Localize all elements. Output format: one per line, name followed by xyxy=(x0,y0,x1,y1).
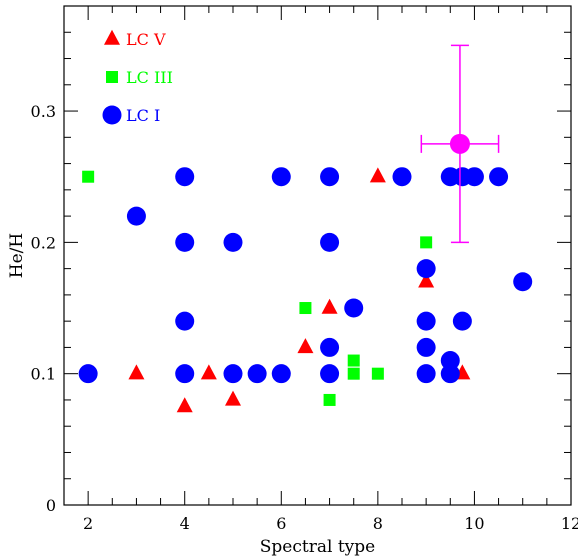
data-point-lc-iii xyxy=(371,367,384,380)
legend-label-lc-iii: LC III xyxy=(126,68,173,87)
data-point-lc-i xyxy=(175,311,195,331)
data-point-lc-v xyxy=(176,397,193,413)
x-tick-label: 10 xyxy=(464,514,484,533)
data-point-lc-iii xyxy=(420,236,433,249)
plot-frame xyxy=(63,5,572,506)
data-point-lc-iii xyxy=(82,170,95,183)
data-point-lc-i xyxy=(223,364,243,384)
y-axis-label: He/H xyxy=(7,233,27,278)
data-point-lc-i xyxy=(464,167,484,187)
data-point-lc-iii xyxy=(347,367,360,380)
x-tick-label: 12 xyxy=(561,514,578,533)
x-tick-label: 8 xyxy=(373,514,383,533)
data-point-lc-i xyxy=(452,311,472,331)
data-point-lc-i xyxy=(416,364,436,384)
data-point-lc-i xyxy=(223,232,243,252)
data-point-lc-i xyxy=(271,364,291,384)
legend-marker-lc-v xyxy=(104,29,120,45)
data-point-lc-i xyxy=(271,167,291,187)
data-point-lc-i xyxy=(320,167,340,187)
data-point-lc-v xyxy=(128,364,145,380)
error-bar-point xyxy=(449,133,470,154)
data-point-lc-i xyxy=(320,337,340,357)
data-point-lc-i xyxy=(175,167,195,187)
data-point-lc-iii xyxy=(347,354,360,367)
data-point-lc-i xyxy=(247,364,267,384)
data-point-lc-v xyxy=(297,338,314,354)
data-point-lc-i xyxy=(126,206,146,226)
data-point-lc-v xyxy=(369,167,386,183)
plot-frame-group xyxy=(63,5,572,506)
data-point-lc-i xyxy=(440,364,460,384)
legend-label-lc-i: LC I xyxy=(126,106,160,125)
data-point-lc-i xyxy=(320,232,340,252)
data-point-lc-i xyxy=(78,364,98,384)
data-point-lc-i xyxy=(416,337,436,357)
x-axis-label: Spectral type xyxy=(260,537,375,557)
legend: LC V LC III LC I xyxy=(102,29,173,125)
y-tick-label: 0.1 xyxy=(31,365,56,384)
y-tick-label: 0.3 xyxy=(31,102,56,121)
data-point-lc-i xyxy=(440,351,460,371)
data-point-lc-i xyxy=(489,167,509,187)
data-point-lc-v xyxy=(321,298,338,314)
data-points xyxy=(78,44,533,413)
data-point-lc-iii xyxy=(299,302,312,315)
x-tick-label: 2 xyxy=(83,514,93,533)
data-point-lc-i xyxy=(392,167,412,187)
data-point-lc-v xyxy=(418,272,435,288)
data-point-lc-i xyxy=(416,311,436,331)
data-point-lc-iii xyxy=(323,393,336,406)
data-point-lc-i xyxy=(513,272,533,292)
axis-ticks: 2 4 6 8 10 12 0 0.1 0.2 0.3 xyxy=(31,5,578,533)
data-point-lc-i xyxy=(416,259,436,279)
x-tick-label: 6 xyxy=(276,514,286,533)
legend-marker-lc-iii xyxy=(106,71,118,83)
y-tick-label: 0 xyxy=(46,496,56,515)
x-tick-label: 4 xyxy=(180,514,190,533)
data-point-lc-i xyxy=(175,232,195,252)
data-point-lc-v xyxy=(225,390,241,406)
data-point-lc-v xyxy=(200,364,217,380)
legend-marker-lc-i xyxy=(102,105,122,125)
y-tick-label: 0.2 xyxy=(31,233,56,252)
data-point-lc-i xyxy=(320,364,340,384)
legend-label-lc-v: LC V xyxy=(126,30,166,49)
data-point-lc-i xyxy=(175,364,195,384)
data-point-lc-i xyxy=(344,298,364,318)
